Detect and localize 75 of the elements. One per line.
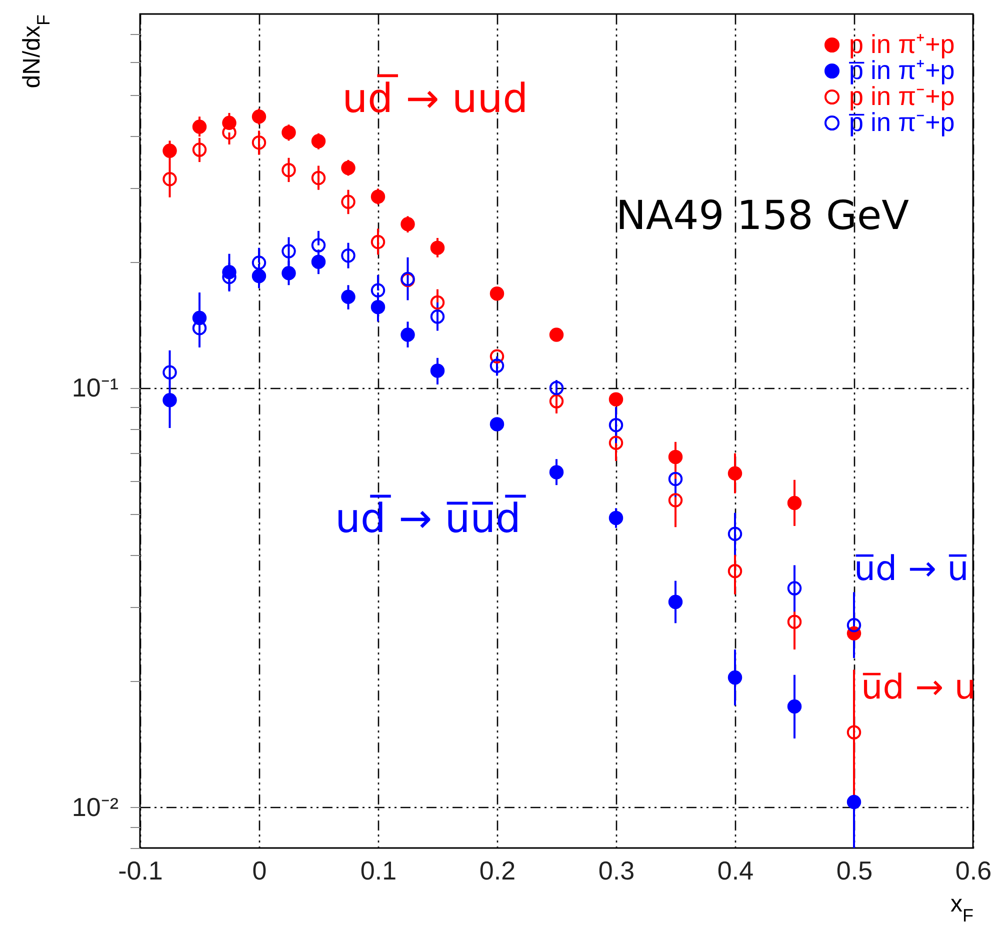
point — [608, 392, 624, 406]
point — [490, 358, 504, 373]
point — [341, 290, 356, 304]
point — [341, 194, 356, 209]
point — [490, 349, 504, 364]
point — [728, 526, 742, 541]
point — [162, 144, 177, 158]
point — [192, 120, 207, 134]
point — [282, 244, 296, 258]
point — [430, 295, 445, 310]
x-axis-title: x$_{F}$ — [950, 890, 974, 926]
point — [549, 380, 564, 396]
point — [728, 564, 742, 578]
point — [787, 496, 802, 510]
point — [668, 472, 683, 486]
point — [787, 699, 802, 714]
annotation: u̅d → u̅ — [854, 549, 969, 590]
point — [252, 268, 266, 284]
x-tick-label: 0.6 — [955, 856, 992, 886]
point — [430, 240, 445, 255]
x-tick-label: 0.5 — [836, 856, 873, 886]
x-tick-label: 0.2 — [479, 856, 516, 886]
point — [400, 217, 415, 232]
x-tick-label: 0.1 — [360, 856, 397, 886]
point — [341, 160, 356, 176]
point — [668, 450, 683, 464]
point — [430, 364, 445, 378]
point — [162, 392, 177, 408]
point — [846, 794, 862, 810]
point — [341, 248, 356, 263]
point — [430, 310, 445, 324]
point — [787, 581, 802, 596]
point — [252, 256, 266, 270]
x-tick-label: 0 — [252, 856, 267, 886]
point — [668, 493, 683, 508]
point — [162, 365, 177, 380]
point — [846, 725, 862, 740]
point — [311, 254, 326, 269]
x-tick-label: 0.4 — [717, 856, 754, 886]
point — [728, 466, 742, 480]
y-tick-label: 10⁻¹ — [72, 372, 119, 403]
point — [162, 172, 177, 186]
point — [846, 618, 862, 632]
annotation: NA49 158 GeV — [616, 192, 910, 239]
annotation: ud̅ → uud — [342, 73, 528, 122]
point — [490, 286, 504, 301]
point — [370, 234, 386, 250]
legend-label: p in π⁺+p — [849, 29, 955, 59]
x-tick-label: 0.3 — [598, 856, 635, 886]
point — [400, 328, 415, 342]
point — [282, 125, 296, 140]
point — [311, 170, 326, 186]
point — [787, 614, 802, 629]
point — [370, 300, 386, 314]
point — [282, 162, 296, 178]
point — [490, 417, 504, 432]
point — [608, 436, 624, 450]
point — [608, 418, 624, 432]
point — [192, 142, 207, 157]
point — [252, 135, 266, 150]
point — [311, 134, 326, 148]
point — [549, 394, 564, 408]
point — [311, 238, 326, 252]
point — [549, 465, 564, 480]
point — [549, 328, 564, 342]
point — [668, 594, 683, 610]
point — [608, 510, 624, 526]
point — [728, 670, 742, 685]
point — [252, 109, 266, 124]
x-tick-label: -0.1 — [118, 856, 163, 886]
annotation: ud̅ → u̅u̅d̅ — [335, 494, 527, 542]
point — [370, 190, 386, 204]
point — [282, 266, 296, 280]
y-tick-label: 10⁻² — [72, 792, 119, 822]
point — [370, 283, 386, 298]
